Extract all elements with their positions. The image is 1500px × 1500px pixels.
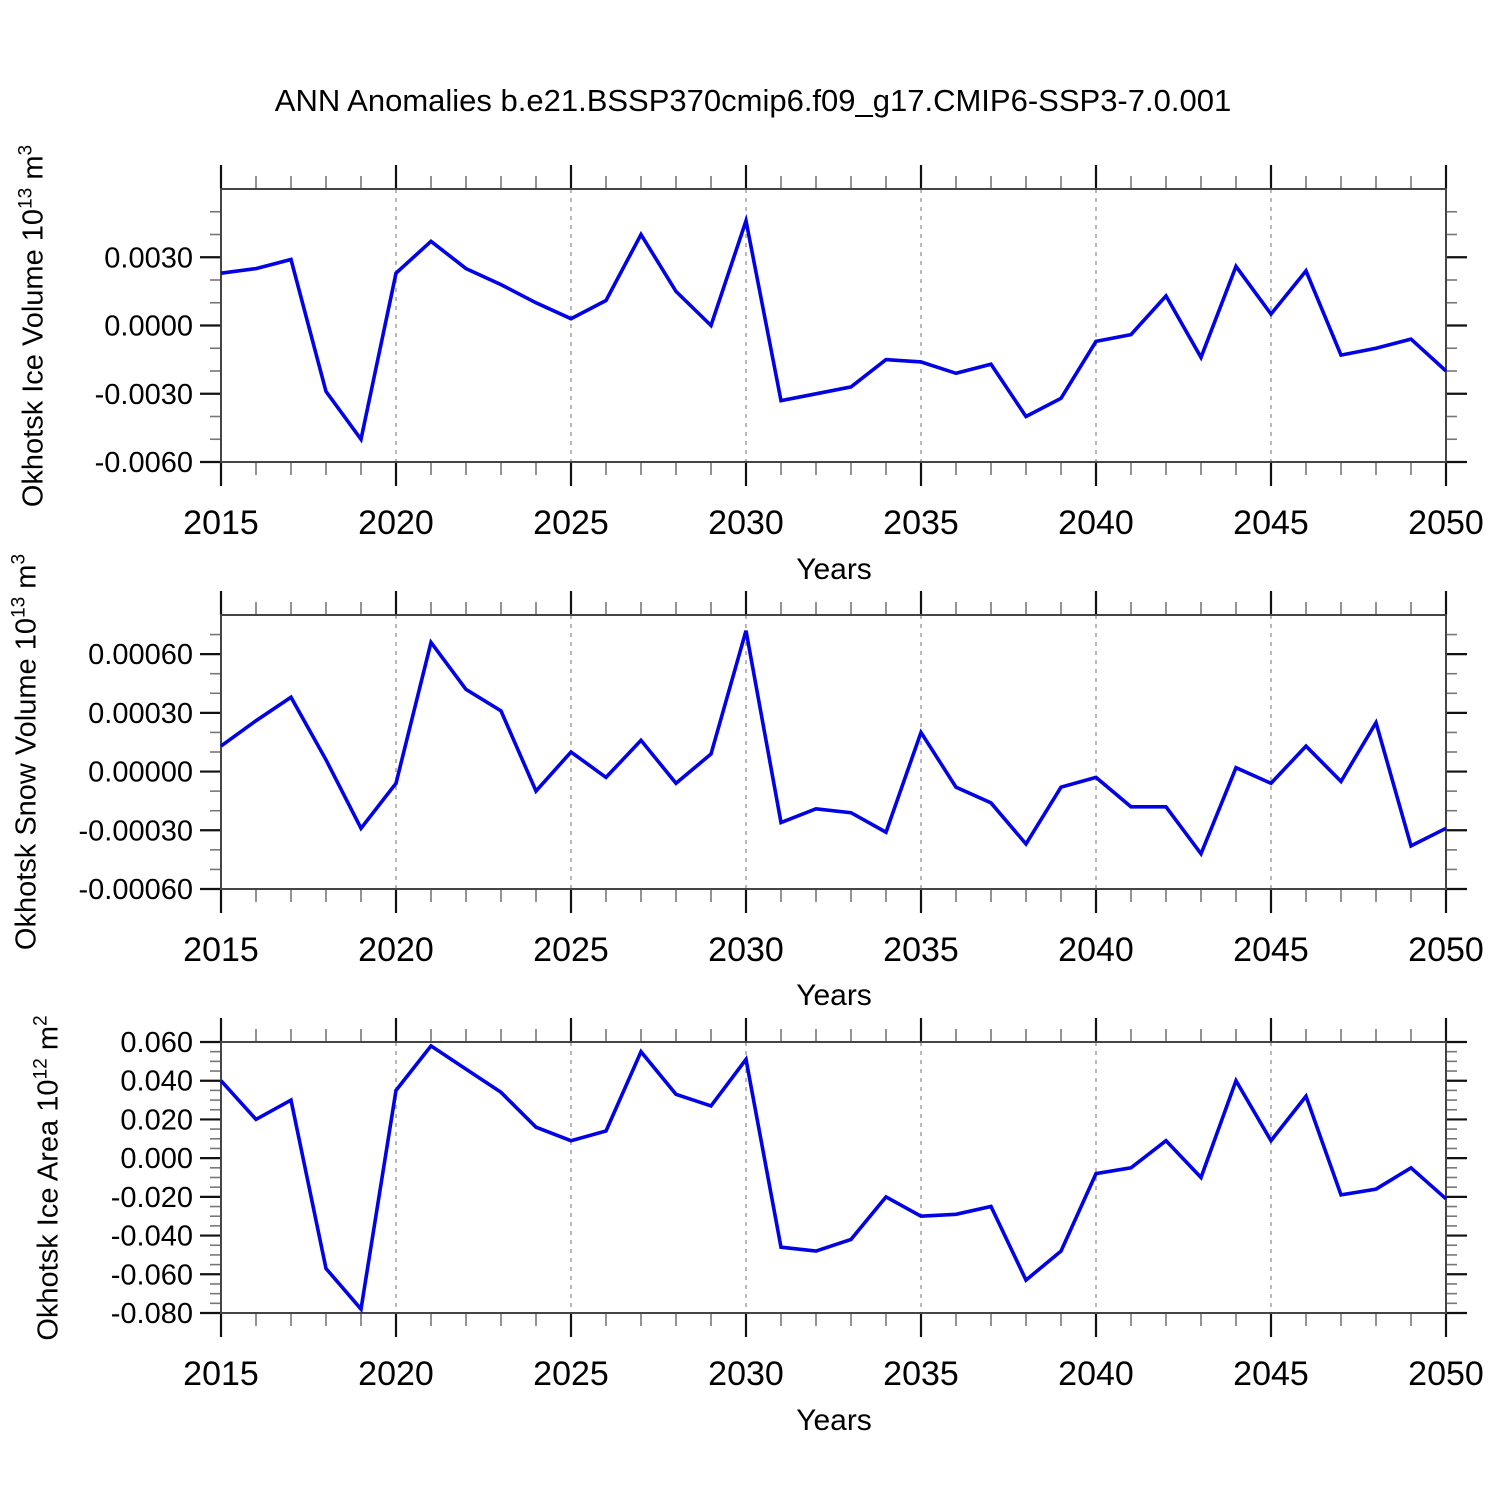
plot-frame: [220, 188, 1447, 463]
y-tick-label: -0.080: [111, 1298, 193, 1330]
y-tick-label: 0.060: [120, 1027, 193, 1059]
x-tick-label: 2030: [708, 1355, 784, 1393]
y-tick-label: 0.020: [120, 1104, 193, 1136]
x-tick-label: 2035: [883, 1355, 959, 1393]
y-tick-label: 0.040: [120, 1066, 193, 1098]
x-tick-label: 2045: [1233, 504, 1309, 542]
x-tick-label: 2020: [358, 1355, 434, 1393]
y-tick-label: 0.00030: [88, 698, 193, 730]
series-line-ice-area: [219, 1043, 1448, 1314]
x-tick-label: 2040: [1058, 1355, 1134, 1393]
y-tick-label: -0.040: [111, 1221, 193, 1253]
x-tick-label: 2030: [708, 931, 784, 969]
y-tick-label: -0.020: [111, 1182, 193, 1214]
y-tick-label: -0.060: [111, 1259, 193, 1291]
series-line-snow-volume: [219, 630, 1447, 858]
x-tick-label: 2020: [358, 504, 434, 542]
y-tick-label: 0.000: [120, 1143, 193, 1175]
x-tick-label: 2025: [533, 931, 609, 969]
x-tick-label: 2035: [883, 504, 959, 542]
x-tick-label: 2050: [1408, 504, 1484, 542]
x-tick-label: 2050: [1408, 1355, 1484, 1393]
y-tick-label: -0.0060: [95, 447, 193, 479]
x-tick-label: 2040: [1058, 931, 1134, 969]
plot-frame: [220, 1041, 1447, 1314]
y-tick-label: 0.0030: [104, 242, 193, 274]
x-tick-label: 2015: [183, 504, 259, 542]
series-line-ice-volume: [220, 213, 1448, 444]
x-tick-label: 2020: [358, 931, 434, 969]
x-tick-label: 2015: [183, 1355, 259, 1393]
panel-snow-volume: 0.00060 0.00030 0.00000 -0.00030 -0.00060 201…: [79, 591, 1484, 969]
y-tick-label: -0.0030: [95, 379, 193, 411]
x-tick-label: 2015: [183, 931, 259, 969]
x-tick-label: 2035: [883, 931, 959, 969]
y-tick-label: -0.00030: [79, 815, 194, 847]
x-tick-label: 2025: [533, 1355, 609, 1393]
chart-title: ANN Anomalies b.e21.BSSP370cmip6.f09_g17…: [274, 83, 1232, 118]
x-tick-label: 2045: [1233, 931, 1309, 969]
x-tick-label: 2030: [708, 504, 784, 542]
plot-frame: [220, 614, 1447, 890]
x-axis-title-panel-3: Years: [796, 1404, 872, 1437]
x-tick-label: 2050: [1408, 931, 1484, 969]
x-tick-label: 2045: [1233, 1355, 1309, 1393]
y-tick-label: 0.0000: [104, 311, 193, 343]
y-tick-label: 0.00060: [88, 639, 193, 671]
x-axis-title-panel-2: Years: [796, 979, 872, 1012]
x-tick-label: 2025: [533, 504, 609, 542]
panel-ice-area: 0.060 0.040 0.020 0.000 -0.020 -0.040 -0.060 -0…: [111, 1018, 1484, 1393]
y-tick-label: -0.00060: [79, 874, 194, 906]
panel-ice-volume: 0.0030 0.0000 -0.0030 -0.0060 2015 2020 2025 20…: [95, 165, 1484, 542]
x-axis-title-panel-1: Years: [796, 553, 872, 586]
x-tick-label: 2040: [1058, 504, 1134, 542]
y-tick-label: 0.00000: [88, 757, 193, 789]
